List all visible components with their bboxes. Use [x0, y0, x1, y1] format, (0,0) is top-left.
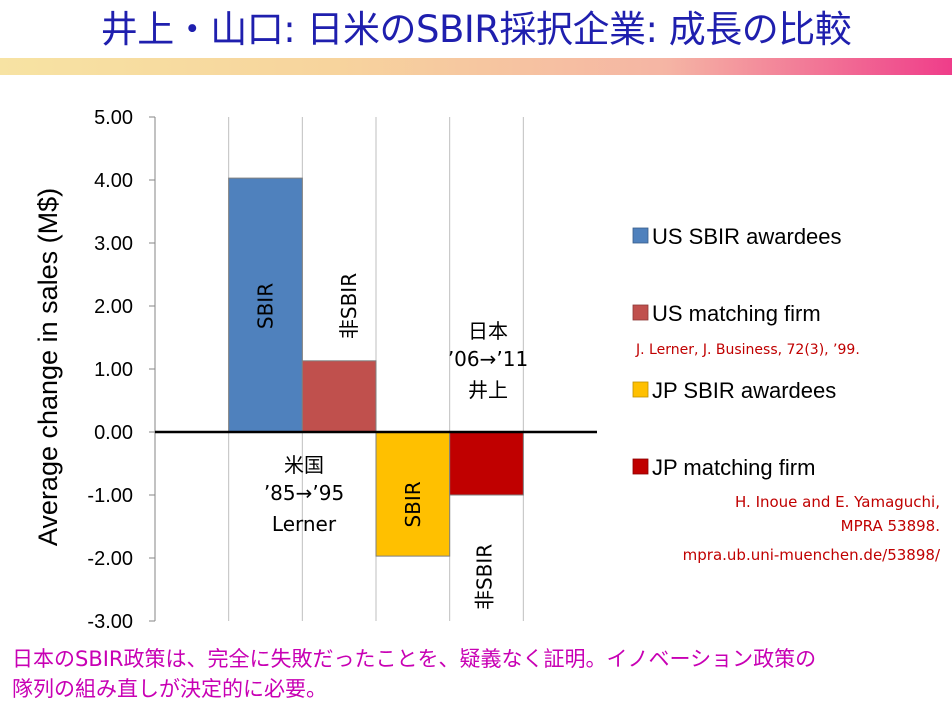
legend-swatch-us-matching: [632, 304, 649, 321]
conclusion-line-1: 日本のSBIR政策は、完全に失敗だったことを、疑義なく証明。イノベーション政策の: [12, 647, 817, 671]
bar-3: [449, 431, 524, 496]
conclusion-line-2: 隊列の組み直しが決定的に必要。: [12, 677, 327, 701]
legend-item-us-matching: US matching firm: [632, 301, 821, 326]
citation-inoue-line-3: mpra.ub.uni-muenchen.de/53898/: [683, 546, 941, 564]
us-group-annotation: 米国 ’85→’95 Lerner: [264, 453, 344, 536]
jp-annotation-line-2: ’06→’11: [448, 347, 528, 371]
bars: [228, 177, 524, 557]
legend-item-us-sbir: US SBIR awardees: [632, 224, 842, 249]
y-tick-label: -1.00: [87, 485, 133, 507]
conclusion-text: 日本のSBIR政策は、完全に失敗だったことを、疑義なく証明。イノベーション政策の…: [12, 644, 942, 704]
y-tick-label: -2.00: [87, 548, 133, 570]
y-axis-label: Average change in sales (M$): [33, 188, 63, 546]
us-annotation-line-1: 米国: [284, 453, 324, 477]
bar-labels: SBIR 非SBIR SBIR 非SBIR: [254, 273, 497, 610]
y-tick-label: 3.00: [94, 233, 133, 255]
citation-inoue: H. Inoue and E. Yamaguchi, MPRA 53898. m…: [683, 493, 941, 564]
legend: US SBIR awardees US matching firm J. Ler…: [632, 224, 941, 564]
y-tick-label: -3.00: [87, 611, 133, 633]
y-tick-label: 1.00: [94, 359, 133, 381]
y-tick-label: 5.00: [94, 107, 133, 129]
bar-label-0: SBIR: [254, 283, 278, 329]
legend-item-jp-matching: JP matching firm: [632, 455, 815, 480]
legend-label-jp-sbir: JP SBIR awardees: [652, 378, 836, 403]
y-tick-label: 4.00: [94, 170, 133, 192]
legend-swatch-jp-matching: [632, 458, 649, 475]
legend-label-us-matching: US matching firm: [652, 301, 821, 326]
legend-swatch-jp-sbir: [632, 381, 649, 398]
bar-label-3: 非SBIR: [473, 544, 497, 610]
legend-swatch-us-sbir: [632, 227, 649, 244]
slide-title: 井上・山口: 日米のSBIR採択企業: 成長の比較: [100, 8, 852, 51]
citation-inoue-line-1: H. Inoue and E. Yamaguchi,: [735, 493, 940, 511]
bar-label-2: SBIR: [401, 481, 425, 527]
us-annotation-line-2: ’85→’95: [264, 481, 344, 505]
citation-lerner: J. Lerner, J. Business, 72(3), ’99.: [635, 342, 860, 358]
legend-item-jp-sbir: JP SBIR awardees: [632, 378, 836, 403]
chart: Average change in sales (M$) 5.00 4.00 3.0…: [33, 107, 941, 633]
us-annotation-line-3: Lerner: [272, 512, 337, 536]
jp-annotation-line-1: 日本: [468, 319, 508, 343]
citation-inoue-line-2: MPRA 53898.: [841, 517, 940, 535]
bar-label-1: 非SBIR: [337, 273, 361, 339]
y-tick-labels: 5.00 4.00 3.00 2.00 1.00 0.00 -1.00 -2.00 -3.00: [87, 107, 133, 633]
y-tick-label: 0.00: [94, 422, 133, 444]
legend-label-jp-matching: JP matching firm: [652, 455, 815, 480]
bar-0: [228, 177, 303, 433]
y-tick-label: 2.00: [94, 296, 133, 318]
axes: [149, 116, 597, 622]
title-gradient-bar: [0, 58, 952, 75]
jp-annotation-line-3: 井上: [468, 378, 508, 402]
bar-1: [301, 360, 377, 433]
jp-group-annotation: 日本 ’06→’11 井上: [448, 319, 528, 402]
legend-label-us-sbir: US SBIR awardees: [652, 224, 842, 249]
